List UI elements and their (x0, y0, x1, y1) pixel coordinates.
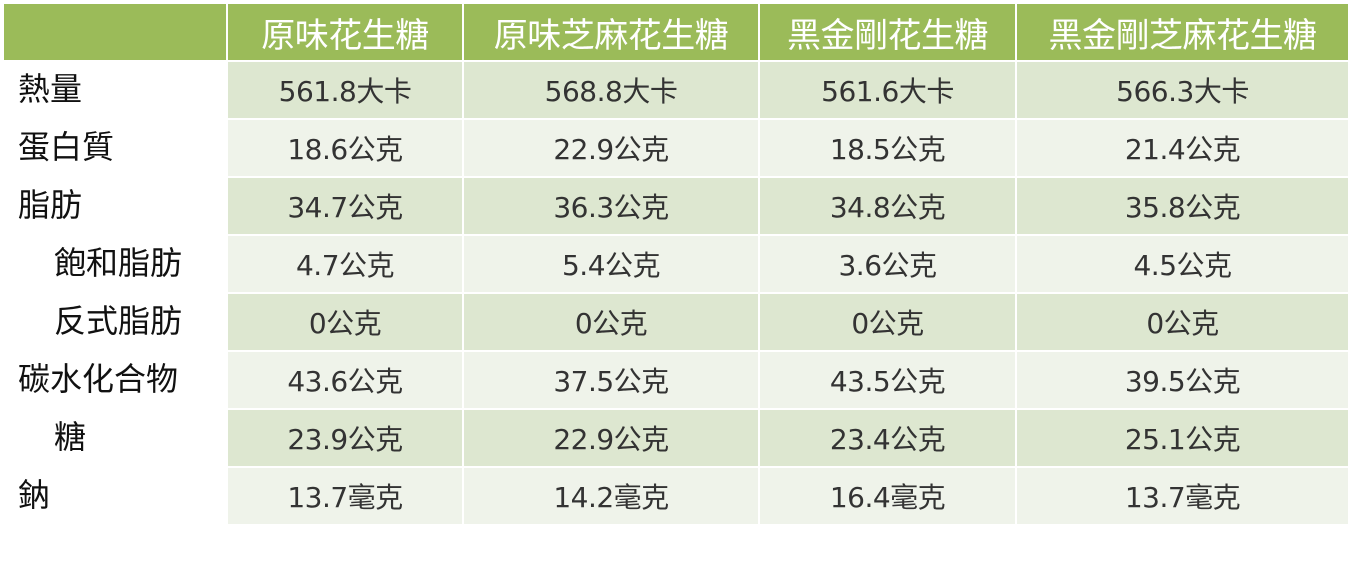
table-cell: 34.7公克 (226, 176, 464, 236)
row-label: 反式脂肪 (2, 292, 228, 352)
table-cell: 21.4公克 (1015, 118, 1350, 178)
column-header-original-peanut-candy: 原味花生糖 (226, 2, 464, 62)
table-cell: 568.8大卡 (462, 60, 760, 120)
table-header: 原味花生糖 原味芝麻花生糖 黑金剛花生糖 黑金剛芝麻花生糖 (2, 2, 1350, 62)
table-cell: 25.1公克 (1015, 408, 1350, 468)
table-row: 碳水化合物 43.6公克 37.5公克 43.5公克 39.5公克 (2, 350, 1350, 410)
table-cell: 39.5公克 (1015, 350, 1350, 410)
row-label: 脂肪 (2, 176, 228, 236)
row-label: 熱量 (2, 60, 228, 120)
table-row: 飽和脂肪 4.7公克 5.4公克 3.6公克 4.5公克 (2, 234, 1350, 294)
table-cell: 0公克 (758, 292, 1017, 352)
table-cell: 22.9公克 (462, 118, 760, 178)
table-cell: 18.5公克 (758, 118, 1017, 178)
table-row: 糖 23.9公克 22.9公克 23.4公克 25.1公克 (2, 408, 1350, 468)
table-cell: 34.8公克 (758, 176, 1017, 236)
table-cell: 5.4公克 (462, 234, 760, 294)
table-row: 脂肪 34.7公克 36.3公克 34.8公克 35.8公克 (2, 176, 1350, 236)
table-cell: 4.7公克 (226, 234, 464, 294)
table-cell: 561.8大卡 (226, 60, 464, 120)
table-cell: 3.6公克 (758, 234, 1017, 294)
table-cell: 37.5公克 (462, 350, 760, 410)
table-cell: 35.8公克 (1015, 176, 1350, 236)
table-cell: 36.3公克 (462, 176, 760, 236)
table-cell: 566.3大卡 (1015, 60, 1350, 120)
column-header-original-sesame-peanut-candy: 原味芝麻花生糖 (462, 2, 760, 62)
header-corner-cell (2, 2, 228, 62)
header-row: 原味花生糖 原味芝麻花生糖 黑金剛花生糖 黑金剛芝麻花生糖 (2, 2, 1350, 62)
table-cell: 43.6公克 (226, 350, 464, 410)
table-cell: 16.4毫克 (758, 466, 1017, 526)
row-label: 鈉 (2, 466, 228, 526)
table-cell: 13.7毫克 (226, 466, 464, 526)
row-label: 碳水化合物 (2, 350, 228, 410)
table-row: 反式脂肪 0公克 0公克 0公克 0公克 (2, 292, 1350, 352)
table-cell: 22.9公克 (462, 408, 760, 468)
table-cell: 0公克 (226, 292, 464, 352)
table-row: 熱量 561.8大卡 568.8大卡 561.6大卡 566.3大卡 (2, 60, 1350, 120)
table-cell: 14.2毫克 (462, 466, 760, 526)
table-cell: 13.7毫克 (1015, 466, 1350, 526)
column-header-black-diamond-peanut-candy: 黑金剛花生糖 (758, 2, 1017, 62)
table-cell: 4.5公克 (1015, 234, 1350, 294)
table-body: 熱量 561.8大卡 568.8大卡 561.6大卡 566.3大卡 蛋白質 18.6公克 2… (2, 60, 1350, 526)
row-label: 蛋白質 (2, 118, 228, 178)
table-cell: 18.6公克 (226, 118, 464, 178)
nutrition-comparison-table: 原味花生糖 原味芝麻花生糖 黑金剛花生糖 黑金剛芝麻花生糖 熱量 561.8大卡 5… (2, 2, 1350, 526)
table-row: 蛋白質 18.6公克 22.9公克 18.5公克 21.4公克 (2, 118, 1350, 178)
table-cell: 0公克 (462, 292, 760, 352)
row-label: 飽和脂肪 (2, 234, 228, 294)
table-cell: 0公克 (1015, 292, 1350, 352)
table-cell: 43.5公克 (758, 350, 1017, 410)
column-header-black-diamond-sesame-peanut-candy: 黑金剛芝麻花生糖 (1015, 2, 1350, 62)
row-label: 糖 (2, 408, 228, 468)
table-row: 鈉 13.7毫克 14.2毫克 16.4毫克 13.7毫克 (2, 466, 1350, 526)
table-cell: 561.6大卡 (758, 60, 1017, 120)
table-cell: 23.4公克 (758, 408, 1017, 468)
table-cell: 23.9公克 (226, 408, 464, 468)
